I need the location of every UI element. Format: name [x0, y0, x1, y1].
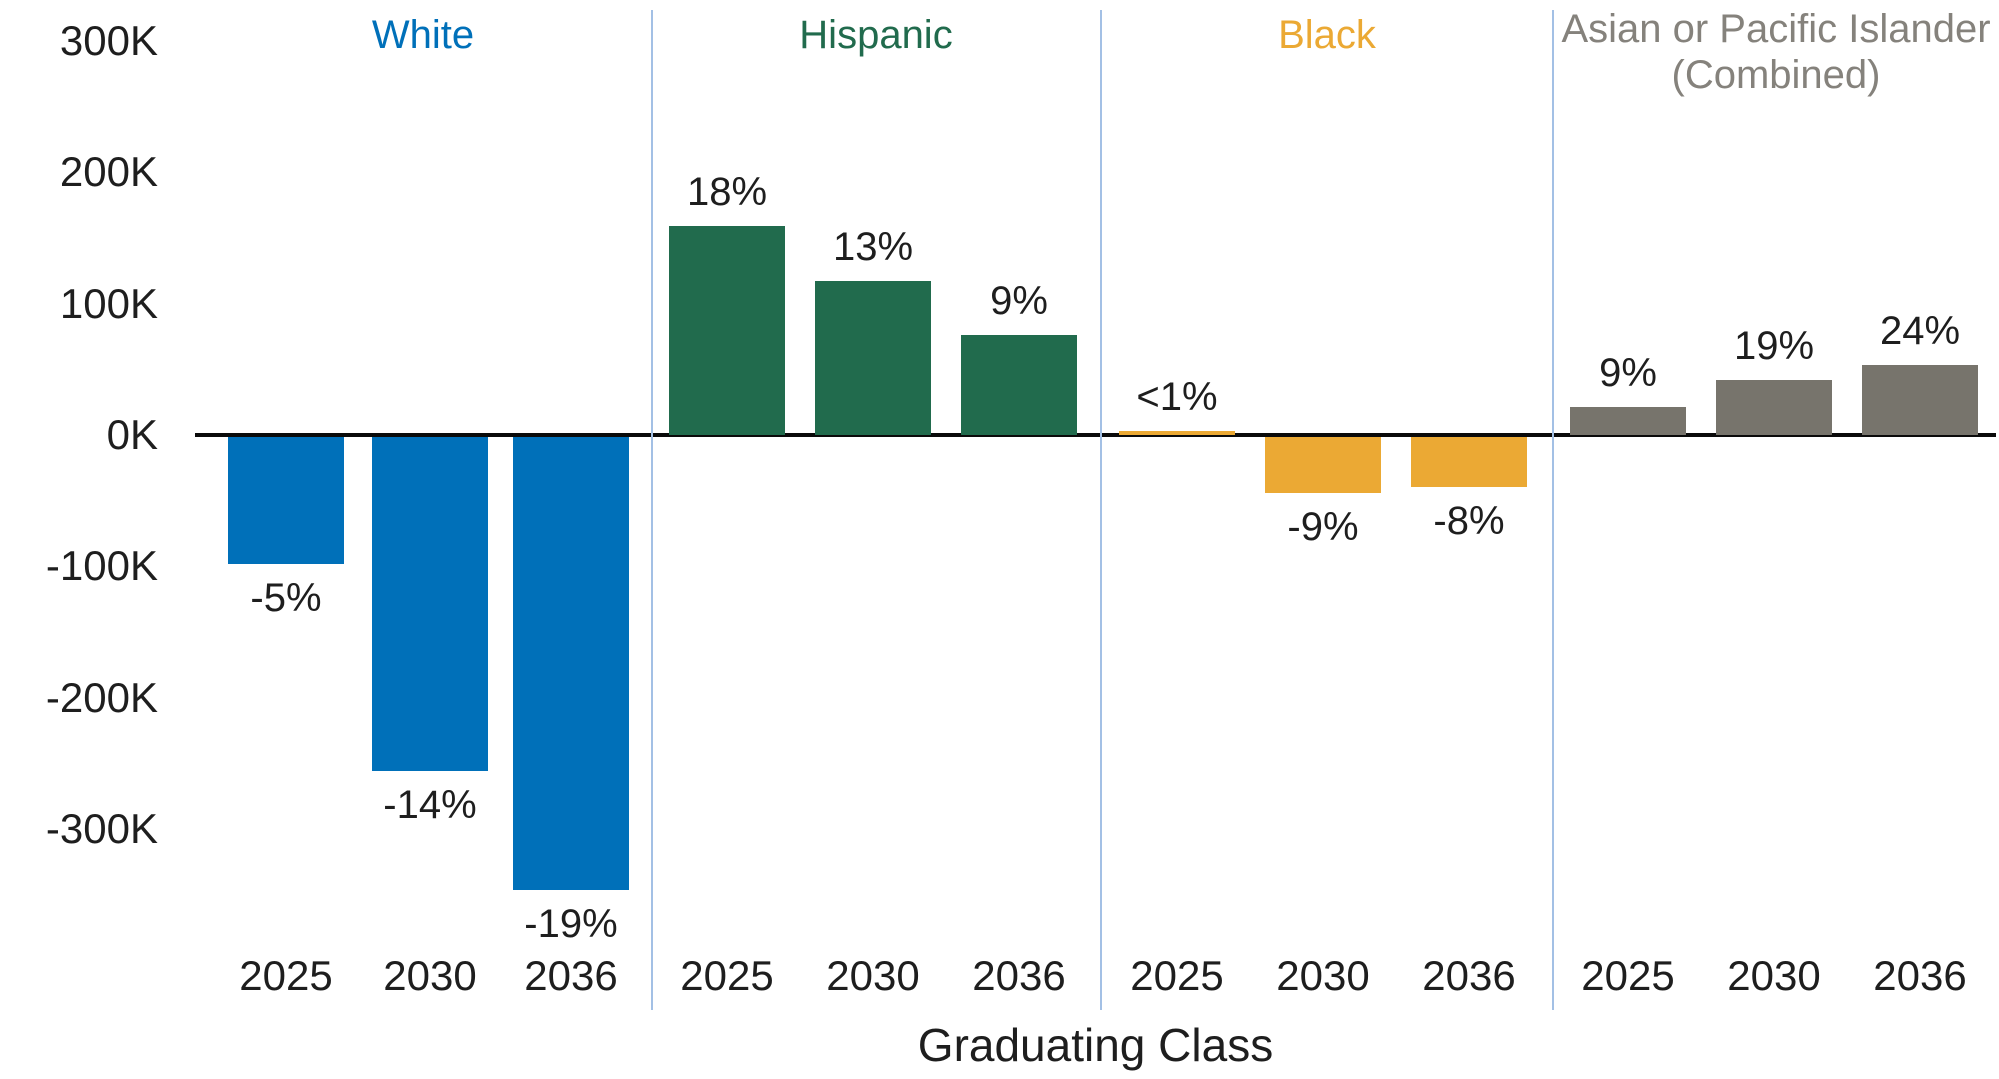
bar	[1570, 407, 1686, 435]
bar	[1119, 431, 1235, 435]
group-title-line: White	[371, 13, 475, 57]
bar-value-label: 13%	[832, 225, 914, 269]
bar-value-label: 19%	[1733, 324, 1815, 368]
bar-value-label: -8%	[1433, 499, 1505, 543]
section-divider	[1100, 10, 1102, 1010]
x-axis-tick: 2025	[680, 952, 774, 999]
group-title: Asian or Pacific Islander (Combined)	[1546, 6, 1999, 98]
x-axis-tick: 2025	[1130, 952, 1224, 999]
bar	[815, 281, 931, 435]
y-axis-tick: 200K	[59, 148, 158, 195]
x-axis-tick: 2030	[826, 952, 920, 999]
y-axis-tick: 100K	[59, 280, 158, 327]
bar	[1265, 437, 1381, 493]
y-axis-tick: 0K	[106, 411, 158, 458]
y-axis-tick: 300K	[59, 17, 158, 64]
bar	[372, 437, 488, 771]
bar-value-label: -5%	[250, 576, 322, 620]
bar-value-label: 9%	[1599, 351, 1657, 395]
x-axis-tick: 2036	[972, 952, 1066, 999]
group-title: Hispanic	[646, 12, 1106, 58]
bar-value-label: 24%	[1879, 309, 1961, 353]
bar-value-label: 9%	[990, 279, 1048, 323]
zero-axis-line	[195, 433, 1996, 437]
group-title: Black	[1097, 12, 1557, 58]
x-axis-tick: 2025	[239, 952, 333, 999]
group-title-line: Black	[1278, 13, 1376, 57]
x-axis-tick: 2025	[1581, 952, 1675, 999]
x-axis-title: Graduating Class	[917, 1019, 1274, 1071]
bar-value-label: -19%	[524, 902, 618, 946]
section-divider	[1552, 10, 1554, 1010]
bar-value-label: <1%	[1136, 375, 1218, 419]
y-axis-tick: -100K	[45, 542, 158, 589]
bar	[1411, 437, 1527, 487]
group-title-line: Asian or Pacific Islander	[1561, 7, 1991, 51]
bar	[961, 335, 1077, 435]
group-title-line: Hispanic	[799, 13, 953, 57]
x-axis-tick: 2036	[1422, 952, 1516, 999]
bar	[1862, 365, 1978, 435]
x-axis-tick: 2036	[524, 952, 618, 999]
y-axis-tick: -300K	[45, 805, 158, 852]
x-axis-tick: 2030	[1727, 952, 1821, 999]
x-axis-tick: 2036	[1873, 952, 1967, 999]
section-divider	[651, 10, 653, 1010]
y-axis-tick: -200K	[45, 674, 158, 721]
bar	[513, 437, 629, 890]
bar	[1716, 380, 1832, 435]
group-title: White	[193, 12, 653, 58]
group-title-line: (Combined)	[1671, 53, 1881, 97]
bar	[228, 437, 344, 564]
bar-value-label: -9%	[1287, 505, 1359, 549]
bar	[669, 226, 785, 435]
x-axis-tick: 2030	[383, 952, 477, 999]
bar-value-label: -14%	[383, 783, 477, 827]
bar-value-label: 18%	[686, 170, 768, 214]
x-axis-tick: 2030	[1276, 952, 1370, 999]
